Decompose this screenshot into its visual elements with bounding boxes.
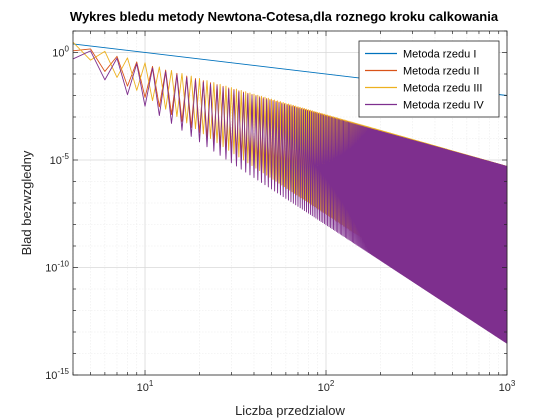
legend: Metoda rzedu I Metoda rzedu II Metoda rzed… <box>358 40 500 118</box>
legend-label: Metoda rzedu IV <box>403 100 484 112</box>
y-tick-label: 10-10 <box>45 260 69 275</box>
tick-labels: 101 102 103 100 10-5 10-10 10-15 <box>45 45 516 395</box>
x-tick-label: 103 <box>499 379 516 394</box>
legend-label: Metoda rzedu III <box>403 83 483 95</box>
y-tick-label: 10-5 <box>50 152 70 167</box>
series-line <box>72 50 508 344</box>
axes-layer <box>72 30 508 376</box>
y-tick-label: 100 <box>52 45 69 60</box>
x-tick-label: 102 <box>318 379 335 394</box>
x-tick-label: 101 <box>137 379 154 394</box>
legend-label: Metoda rzedu I <box>403 49 476 61</box>
x-axis-label: Liczba przedzialow <box>235 403 345 418</box>
chart-title: Wykres bledu metody Newtona-Cotesa,dla r… <box>70 9 499 24</box>
y-axis-label: Blad bezwzgledny <box>19 150 34 255</box>
y-tick-label: 10-15 <box>45 367 69 382</box>
legend-label: Metoda rzedu II <box>403 66 479 78</box>
